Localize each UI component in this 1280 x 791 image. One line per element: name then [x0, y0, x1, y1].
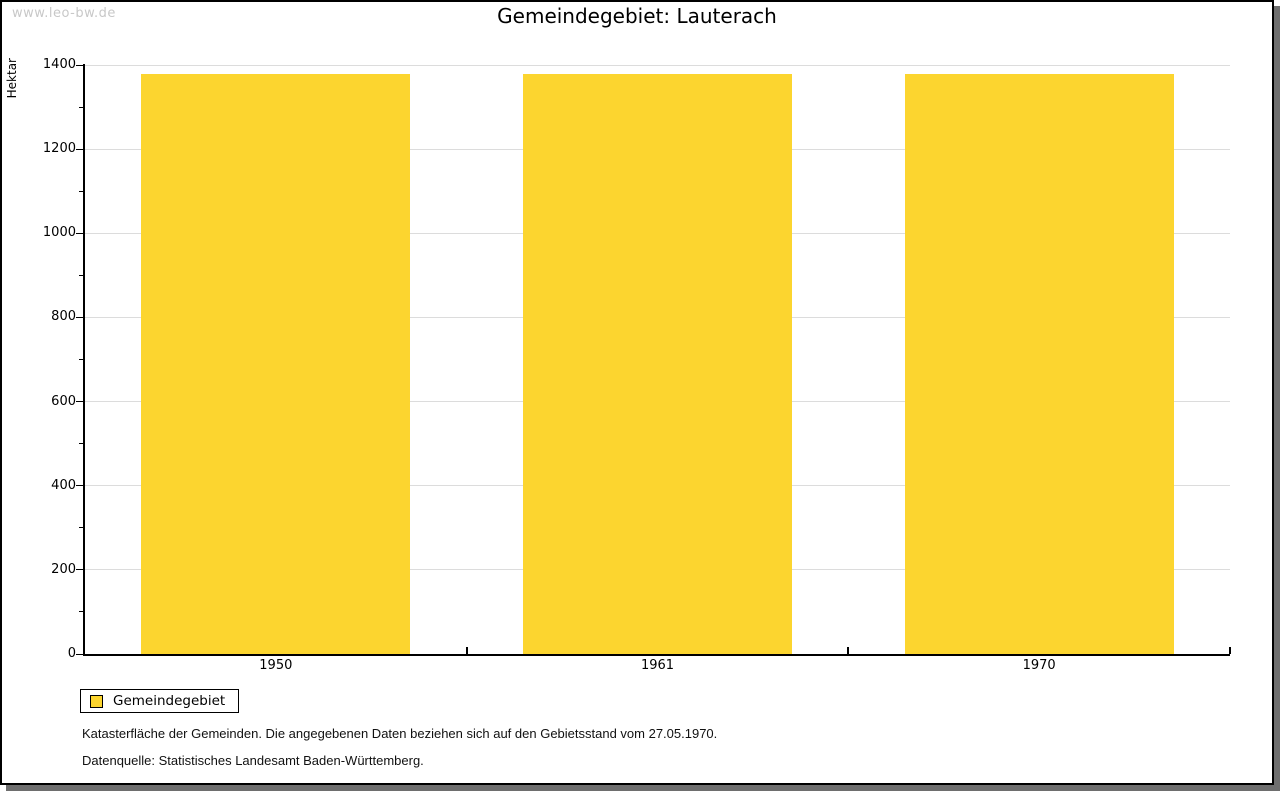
y-tick-label-1200: 1200 [42, 141, 76, 157]
x-axis-line [83, 654, 1230, 656]
bar-1961 [523, 74, 792, 654]
y-tick-label-200: 200 [51, 561, 76, 577]
y-tick-label-1000: 1000 [42, 225, 76, 241]
y-major-tick-0 [76, 653, 83, 655]
y-major-tick-200 [76, 569, 83, 571]
note-datenquelle: Datenquelle: Statistisches Landesamt Bad… [82, 753, 424, 768]
y-major-tick-600 [76, 401, 83, 403]
x-boundary-tick-2 [847, 647, 850, 654]
y-major-tick-400 [76, 485, 83, 487]
legend-swatch-gemeindegebiet [90, 694, 103, 708]
y-major-tick-800 [76, 316, 83, 318]
y-tick-label-0: 0 [67, 646, 76, 661]
legend: Gemeindegebiet [80, 689, 240, 713]
y-tick-label-1400: 1400 [42, 57, 76, 72]
y-minor-tick-300 [79, 527, 83, 529]
x-boundary-tick-1 [465, 647, 468, 654]
y-major-tick-1000 [76, 232, 83, 234]
bar-1970 [904, 74, 1174, 654]
y-minor-tick-900 [79, 274, 83, 276]
y-tick-label-400: 400 [51, 477, 76, 493]
x-tick-label-1961: 1961 [640, 658, 675, 673]
y-major-tick-1200 [76, 148, 83, 150]
y-minor-tick-500 [79, 443, 83, 445]
legend-label: Gemeindegebiet [113, 693, 226, 709]
x-tick-label-1950: 1950 [259, 658, 293, 673]
y-tick-label-600: 600 [51, 393, 76, 409]
note-kataster: Katasterfläche der Gemeinden. Die angege… [82, 726, 718, 741]
bar-1950 [141, 74, 411, 654]
y-axis-line [83, 64, 85, 656]
chart-title: Gemeindegebiet: Lauterach [497, 4, 777, 28]
y-axis-title: Hektar [5, 58, 19, 99]
y-tick-label-800: 800 [51, 309, 76, 325]
x-tick-label-1970: 1970 [1022, 658, 1056, 673]
gridline-1400 [85, 64, 1230, 66]
y-minor-tick-1300 [79, 106, 83, 108]
y-minor-tick-1100 [79, 190, 83, 192]
x-boundary-tick-3 [1229, 647, 1231, 654]
y-minor-tick-100 [79, 611, 83, 613]
y-minor-tick-700 [79, 359, 83, 360]
y-major-tick-1400 [76, 64, 83, 66]
watermark: www.leo-bw.de [12, 6, 116, 21]
